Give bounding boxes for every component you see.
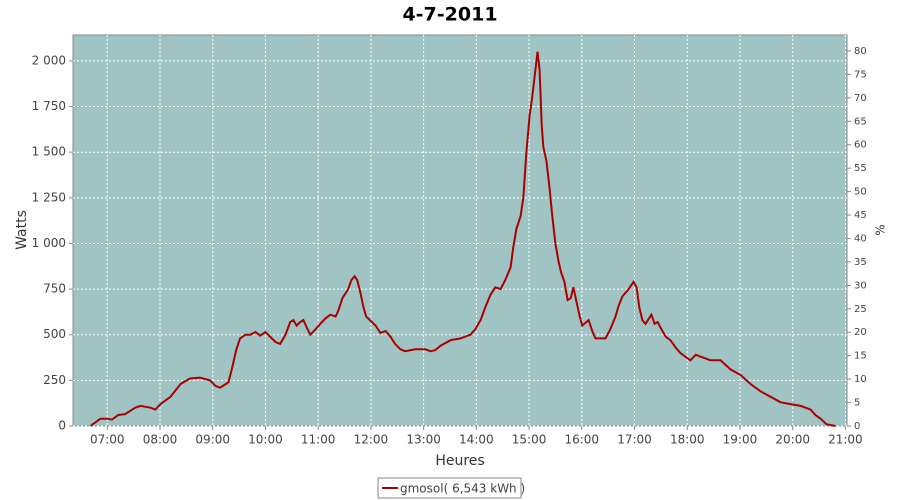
y2-axis-label: % bbox=[874, 224, 888, 235]
y-tick-label: 750 bbox=[43, 282, 66, 296]
y2-tick-label: 70 bbox=[854, 93, 867, 104]
y-tick-label: 1 500 bbox=[32, 145, 66, 159]
y2-tick-label: 0 bbox=[854, 421, 860, 432]
legend-label: gmosol( 6,543 kWh ) bbox=[400, 482, 525, 496]
x-tick-label: 19:00 bbox=[723, 433, 758, 447]
x-tick-label: 12:00 bbox=[354, 433, 389, 447]
x-tick-label: 07:00 bbox=[90, 433, 125, 447]
x-tick-label: 14:00 bbox=[459, 433, 494, 447]
x-tick-label: 16:00 bbox=[564, 433, 599, 447]
x-tick-label: 21:00 bbox=[828, 433, 863, 447]
x-tick-label: 09:00 bbox=[195, 433, 230, 447]
x-tick-label: 15:00 bbox=[512, 433, 547, 447]
y2-tick-label: 80 bbox=[854, 46, 867, 57]
y-tick-label: 500 bbox=[43, 327, 66, 341]
y2-tick-label: 5 bbox=[854, 398, 860, 409]
y-tick-label: 1 000 bbox=[32, 236, 66, 250]
y2-tick-label: 55 bbox=[854, 163, 867, 174]
x-tick-label: 11:00 bbox=[301, 433, 336, 447]
legend-box bbox=[377, 477, 522, 499]
plot-area bbox=[72, 34, 848, 427]
y-tick-label: 250 bbox=[43, 373, 66, 387]
y-tick-label: 1 750 bbox=[32, 99, 66, 113]
x-tick-label: 17:00 bbox=[617, 433, 652, 447]
chart-title: 4-7-2011 bbox=[402, 4, 497, 26]
x-tick-label: 13:00 bbox=[406, 433, 441, 447]
y2-tick-label: 10 bbox=[854, 374, 867, 385]
y-tick-label: 0 bbox=[58, 419, 66, 433]
y2-tick-label: 75 bbox=[854, 69, 867, 80]
y-tick-label: 2 000 bbox=[32, 53, 66, 67]
series-line bbox=[89, 51, 836, 427]
x-tick-label: 20:00 bbox=[775, 433, 810, 447]
y-tick-label: 1 250 bbox=[32, 190, 66, 204]
y2-tick-label: 50 bbox=[854, 187, 867, 198]
y2-tick-label: 65 bbox=[854, 116, 867, 127]
y-axis-label: Watts bbox=[14, 210, 30, 250]
y2-tick-label: 45 bbox=[854, 210, 867, 221]
y2-tick-label: 40 bbox=[854, 233, 867, 244]
y2-tick-label: 35 bbox=[854, 257, 867, 268]
y2-tick-label: 15 bbox=[854, 351, 867, 362]
x-tick-label: 10:00 bbox=[248, 433, 283, 447]
y2-tick-label: 30 bbox=[854, 280, 867, 291]
y2-tick-label: 60 bbox=[854, 140, 867, 151]
x-tick-label: 18:00 bbox=[670, 433, 705, 447]
x-axis-label: Heures bbox=[435, 453, 484, 469]
y2-tick-label: 25 bbox=[854, 304, 867, 315]
y2-tick-label: 20 bbox=[854, 327, 867, 338]
x-tick-label: 08:00 bbox=[143, 433, 178, 447]
